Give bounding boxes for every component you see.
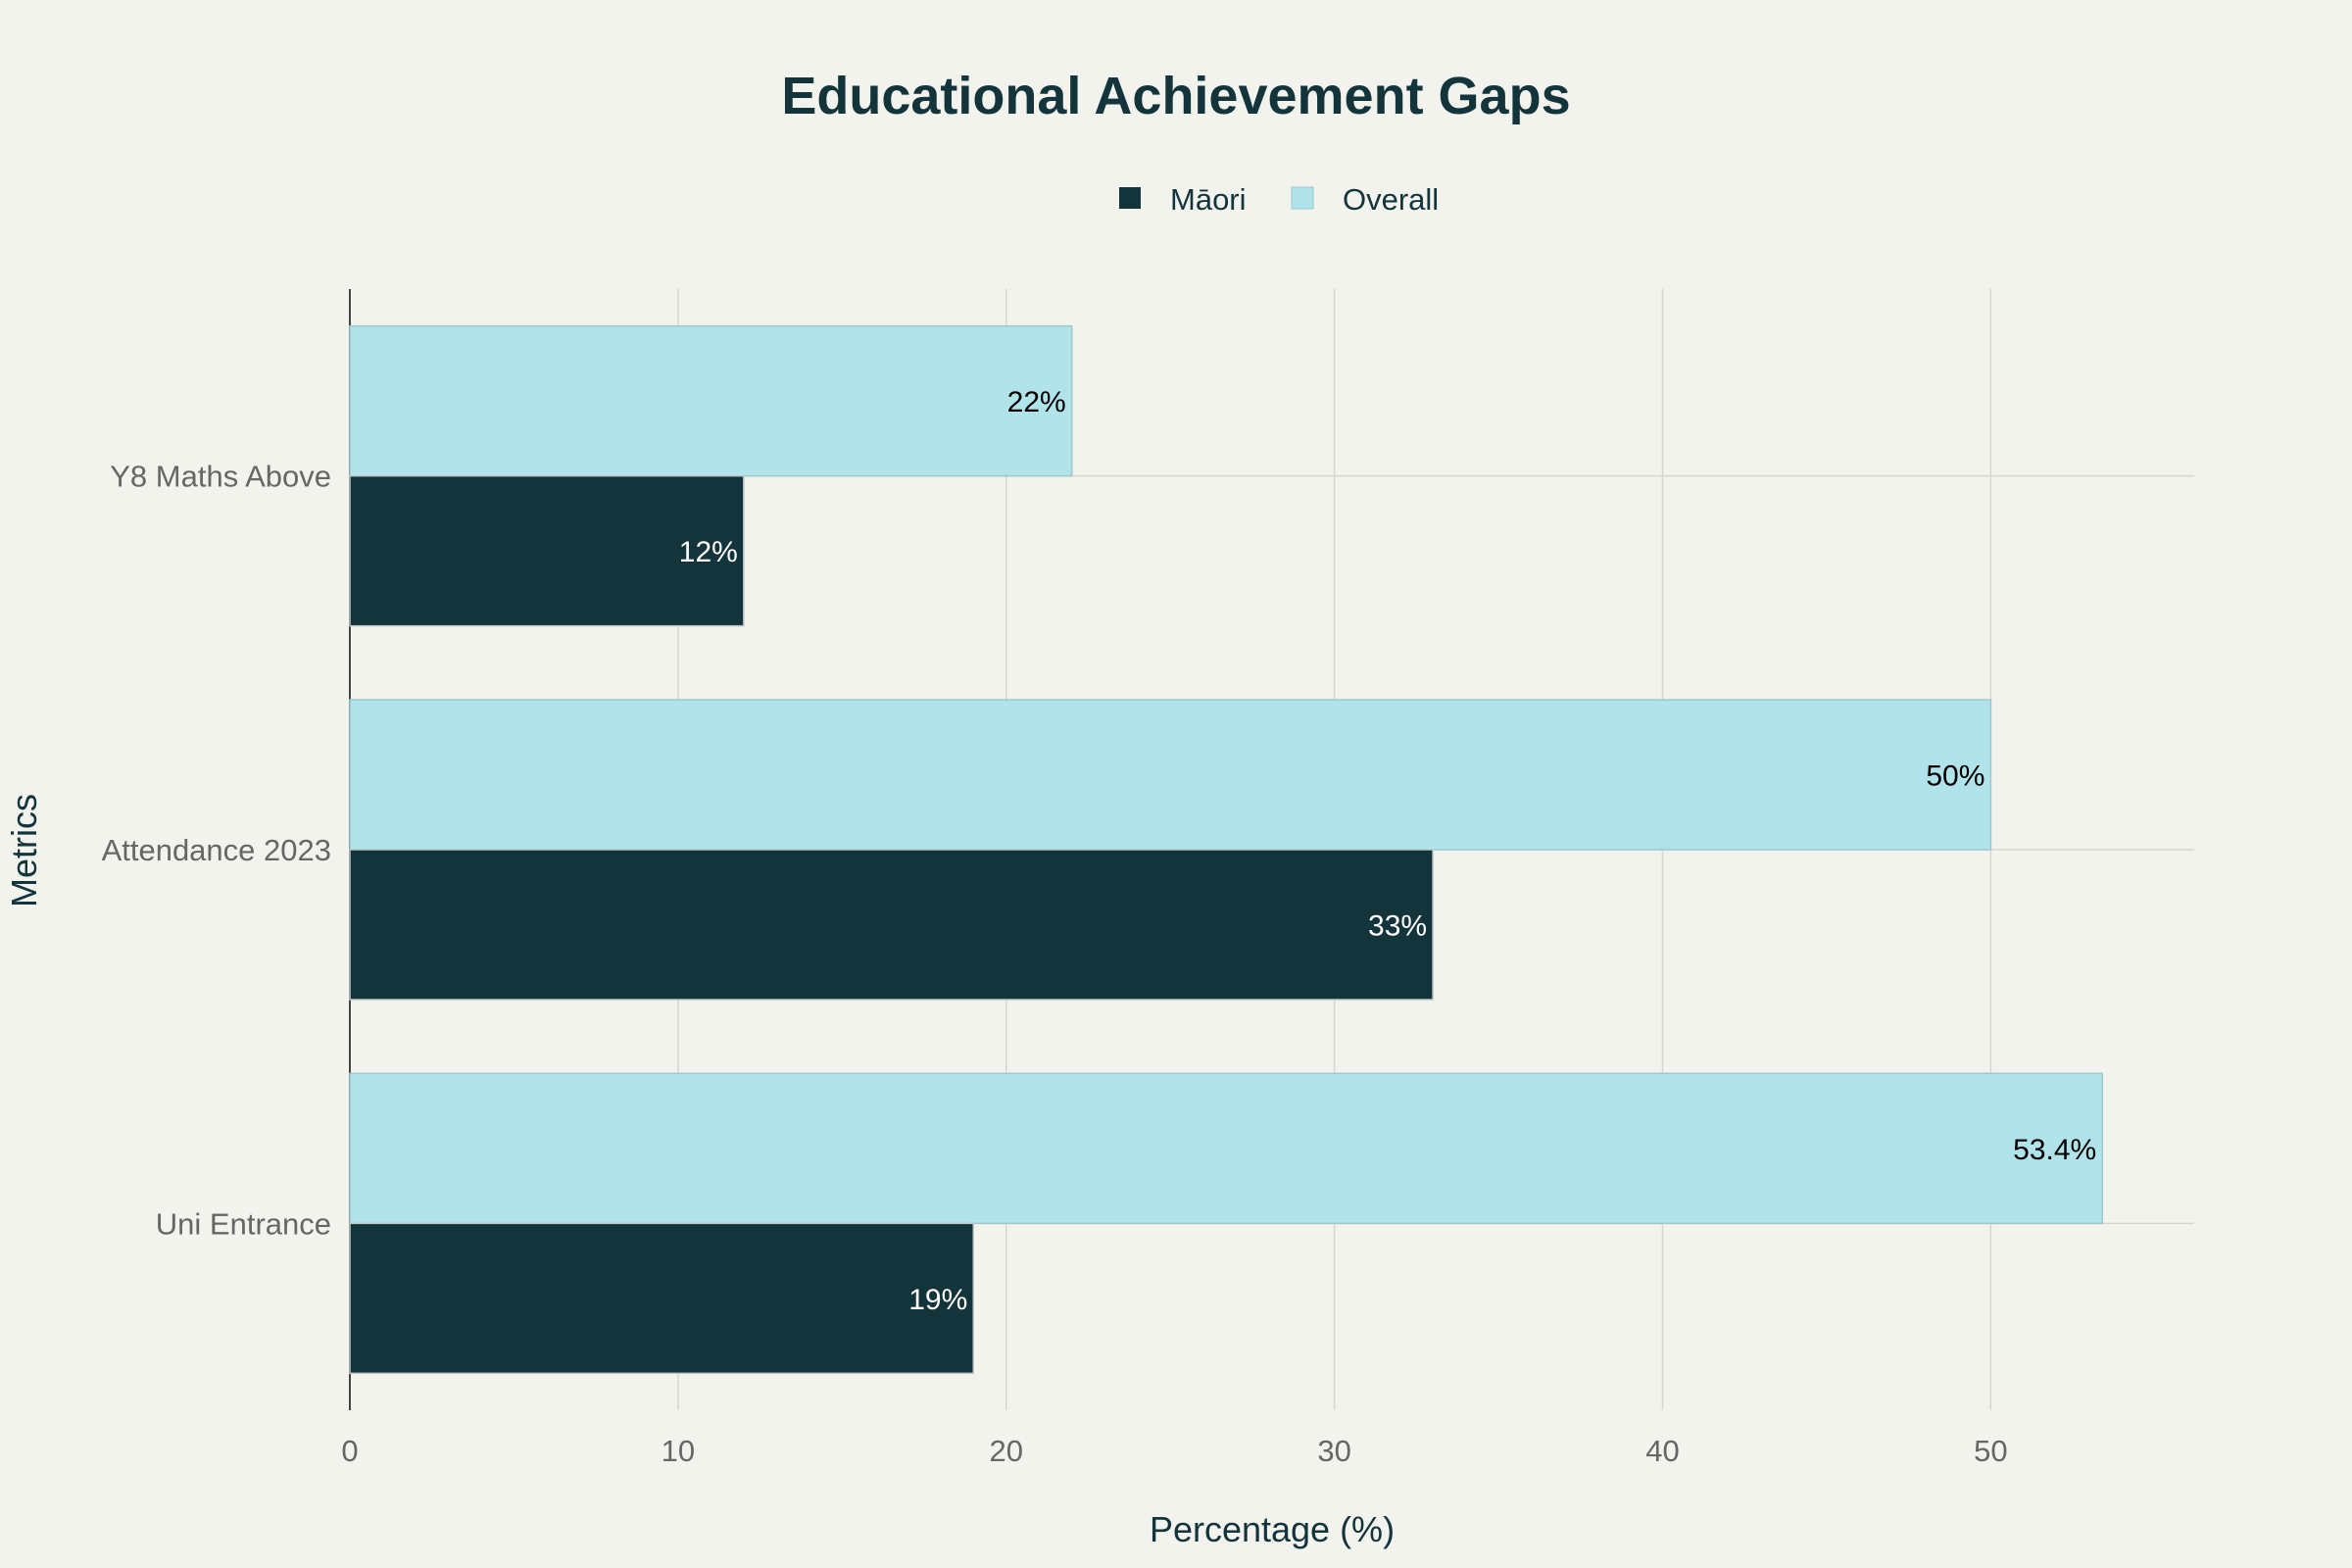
legend-swatch-overall [1291, 186, 1314, 210]
data-label: 53.4% [2013, 1134, 2096, 1166]
x-tick-label: 40 [1645, 1434, 1679, 1468]
legend: Māori Overall [1119, 182, 1439, 217]
y-tick-label: Attendance 2023 [102, 833, 331, 867]
x-axis-title: Percentage (%) [1150, 1509, 1395, 1549]
x-tick-label: 0 [341, 1434, 358, 1468]
legend-label: Overall [1343, 182, 1439, 217]
legend-label: Māori [1170, 182, 1247, 217]
data-label: 19% [908, 1284, 967, 1316]
data-label: 50% [1926, 760, 1984, 793]
x-tick-label: 10 [662, 1434, 695, 1468]
x-tick-label: 20 [990, 1434, 1023, 1468]
tick-labels: 0 10 20 30 40 50 Y8 Maths Above Attendance 2023… [102, 460, 2008, 1468]
chart-title: Educational Achievement Gaps [781, 67, 1570, 125]
bar-overall [349, 1072, 2103, 1225]
bar-overall [349, 324, 1073, 477]
x-tick-label: 30 [1317, 1434, 1350, 1468]
bar-maori [349, 474, 745, 627]
data-label: 33% [1368, 910, 1427, 943]
y-axis-title: Metrics [4, 794, 44, 907]
y-tick-label: Y8 Maths Above [110, 460, 331, 494]
data-label: 12% [679, 536, 738, 568]
legend-swatch-maori [1119, 187, 1141, 209]
bars: 22% 12% 50% 33% 53.4% 19% [349, 324, 2103, 1375]
data-label: 22% [1007, 386, 1066, 418]
x-tick-label: 50 [1974, 1434, 2007, 1468]
y-tick-label: Uni Entrance [156, 1206, 331, 1241]
bar-maori [349, 1222, 975, 1375]
bar-maori [349, 849, 1434, 1001]
bar-overall [349, 699, 1992, 851]
